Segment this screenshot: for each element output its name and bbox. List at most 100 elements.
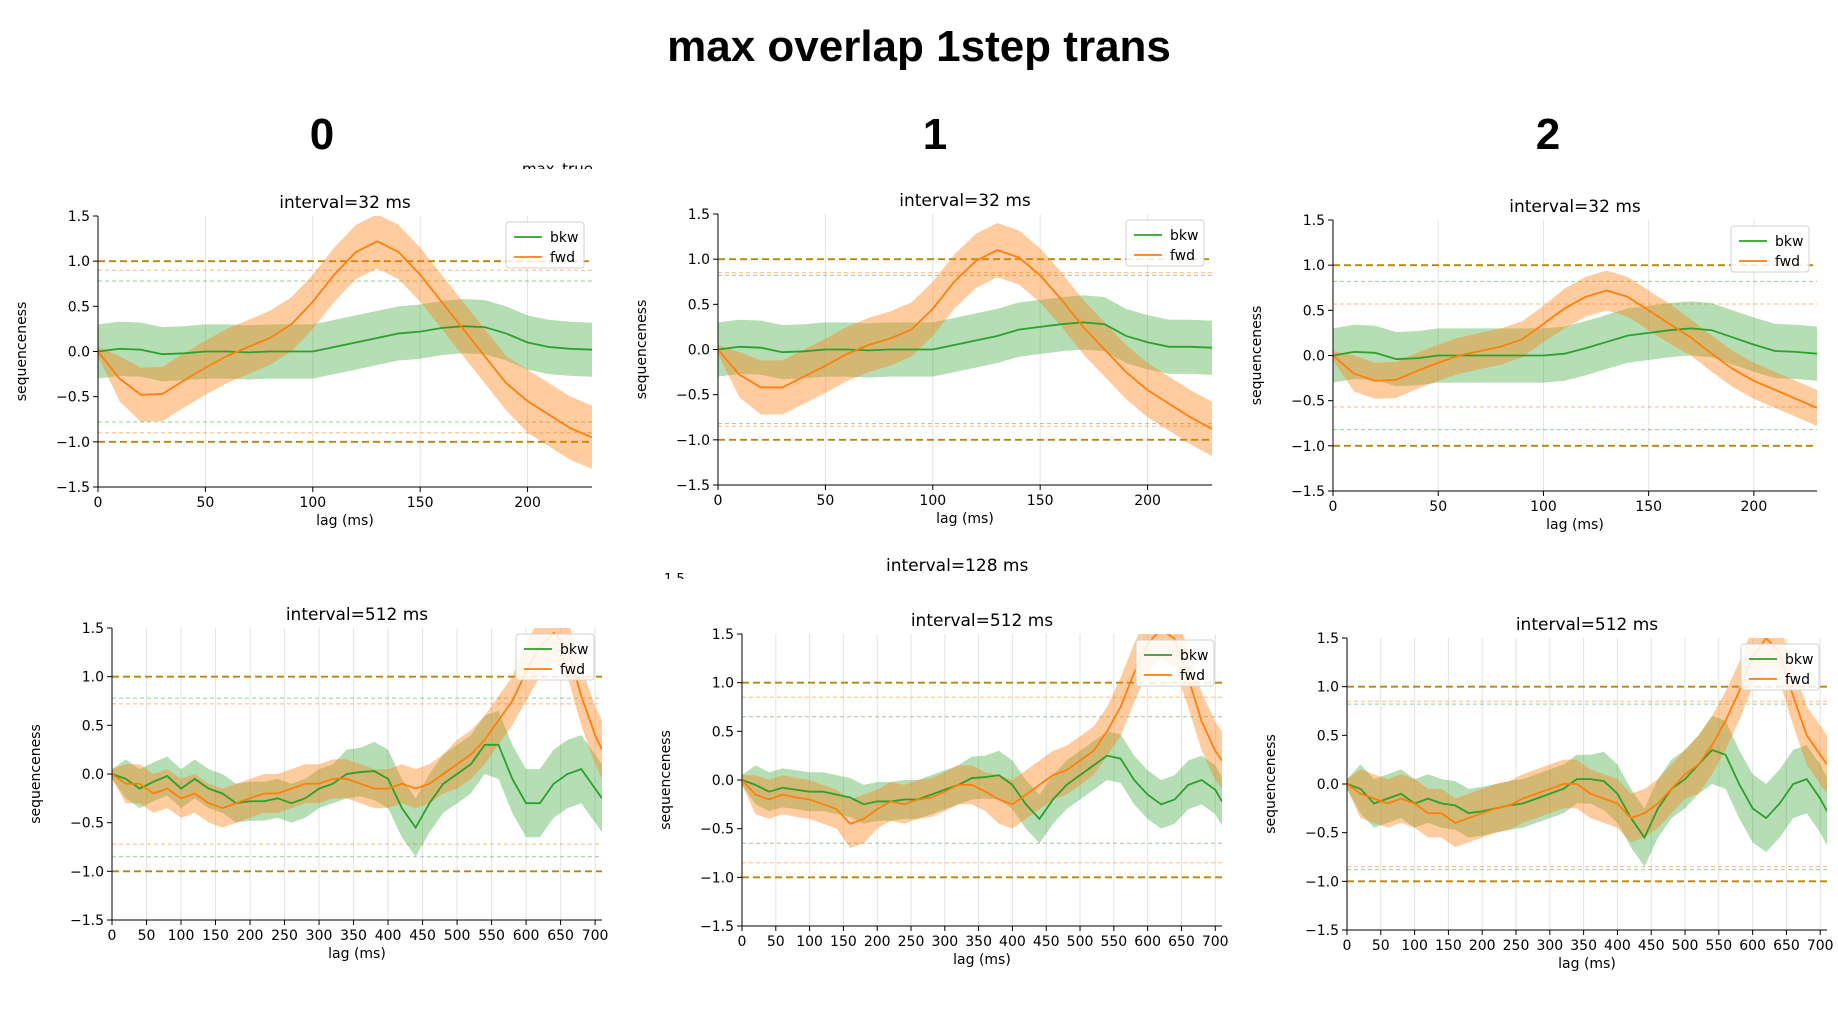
y-tick-label: 0.5 [1317,728,1339,744]
x-tick-label: 0 [714,493,723,509]
y-tick-label: −1.5 [70,913,104,929]
series-line-fwd [98,240,592,439]
legend-label-bkw: bkw [550,230,578,246]
x-tick-label: 500 [1672,938,1699,954]
x-tick-label: 150 [1435,938,1462,954]
x-tick-label: 0 [94,495,103,511]
band-fwd [1347,638,1827,848]
x-tick-label: 0 [1329,499,1338,515]
y-tick-label: 0.0 [68,345,90,361]
x-tick-label: 200 [1469,938,1496,954]
legend: bkw fwd [505,221,585,269]
x-tick-label: 100 [1401,938,1428,954]
x-tick-label: 150 [830,934,857,950]
series-line-bkw [742,754,1222,821]
figure-title: max overlap 1step trans [667,22,1171,71]
y-tick-label: −1.5 [700,919,734,935]
legend-label-bkw: bkw [1180,648,1208,664]
y-tick-label: −0.5 [1305,826,1339,842]
y-tick-label: −0.5 [1291,394,1325,410]
y-tick-label: −0.5 [70,816,104,832]
x-tick-label: 200 [514,495,541,511]
band-bkw [98,299,592,382]
series-line-bkw [718,321,1212,354]
x-tick-label: 550 [478,928,505,944]
column-title-0: 0 [309,110,335,159]
plot-area [718,223,1212,457]
y-tick-label: 1.5 [82,621,104,637]
y-axis-label: sequenceness [28,724,44,824]
chart-svg-3: interval=512 ms −1.5 −1.0 −0.5 0.0 0.5 1.0 1.5 0… [28,605,608,962]
x-tick-label: 100 [919,493,946,509]
legend: bkw fwd [1730,225,1810,273]
x-tick-label: 250 [898,934,925,950]
x-tick-label: 0 [738,934,747,950]
x-axis-label: lag (ms) [316,513,374,529]
legend-label-fwd: fwd [1775,254,1800,270]
legend: bkw fwd [1125,219,1205,267]
y-tick-label: −1.0 [700,870,734,886]
chart-title: interval=512 ms [1516,615,1658,635]
legend-label-bkw: bkw [1785,652,1813,668]
x-axis-label: lag (ms) [936,511,994,527]
y-tick-label: 1.0 [1317,680,1339,696]
series-line-bkw [1347,748,1827,840]
y-tick-label: 0.5 [82,718,104,734]
x-tick-label: 150 [202,928,229,944]
x-tick-label: 50 [138,928,156,944]
y-tick-label: 1.5 [712,627,734,643]
chart-svg-2: interval=32 ms −1.5 −1.0 −0.5 0.0 0.5 1.0 1.5 0 5… [1249,197,1817,533]
y-axis-label: sequenceness [658,730,674,830]
column-title-1: 1 [922,110,948,159]
x-tick-label: 350 [965,934,992,950]
x-tick-label: 400 [375,928,402,944]
x-tick-label: 50 [816,493,834,509]
x-tick-label: 450 [409,928,436,944]
chart-svg-4: interval=512 ms −1.5 −1.0 −0.5 0.0 0.5 1.0 1.5 0… [658,611,1229,968]
legend: bkw fwd [1135,639,1215,687]
series-line-bkw [112,743,602,830]
x-axis-label: lag (ms) [1558,956,1616,972]
x-tick-label: 600 [513,928,540,944]
plot-area [1333,264,1817,447]
x-tick-label: 300 [306,928,333,944]
legend-label-fwd: fwd [1785,672,1810,688]
y-tick-label: −0.5 [700,822,734,838]
x-axis-label: lag (ms) [1546,517,1604,533]
legend-label-fwd: fwd [550,250,575,266]
column-title-2: 2 [1535,110,1561,159]
y-tick-label: −1.5 [56,480,90,496]
y-tick-label: 1.5 [1317,631,1339,647]
legend: bkw fwd [1740,643,1820,691]
chart-title: interval=32 ms [279,193,411,213]
x-tick-label: 100 [796,934,823,950]
y-tick-label: 0.5 [1303,303,1325,319]
legend-label-bkw: bkw [1775,234,1803,250]
series-line-fwd [1333,289,1817,409]
x-tick-label: 50 [1429,499,1447,515]
y-tick-label: −1.5 [1305,923,1339,939]
x-tick-label: 50 [196,495,214,511]
y-tick-label: −1.0 [1291,439,1325,455]
x-tick-label: 600 [1134,934,1161,950]
stray-max-true-label: max_true [522,160,593,169]
plot-col1-bottom: interval=512 ms −1.5 −1.0 −0.5 0.0 0.5 1.0 1.5 0… [640,606,1240,976]
x-tick-label: 600 [1739,938,1766,954]
x-tick-label: 350 [340,928,367,944]
series-line-bkw [98,325,592,356]
x-tick-label: 450 [1638,938,1665,954]
legend-label-fwd: fwd [1170,248,1195,264]
stray-interval-128-label: interval=128 ms [886,556,1029,576]
chart-svg-5: interval=512 ms −1.5 −1.0 −0.5 0.0 0.5 1.0 1.5 0… [1263,615,1834,972]
x-tick-label: 350 [1570,938,1597,954]
y-tick-label: −0.5 [56,390,90,406]
x-tick-label: 200 [1134,493,1161,509]
x-tick-label: 50 [1372,938,1390,954]
y-tick-label: 0.0 [1317,777,1339,793]
x-tick-label: 700 [1202,934,1229,950]
x-tick-label: 0 [108,928,117,944]
x-tick-label: 650 [1773,938,1800,954]
y-tick-label: 1.5 [68,209,90,225]
x-tick-label: 150 [1027,493,1054,509]
x-tick-label: 400 [1604,938,1631,954]
